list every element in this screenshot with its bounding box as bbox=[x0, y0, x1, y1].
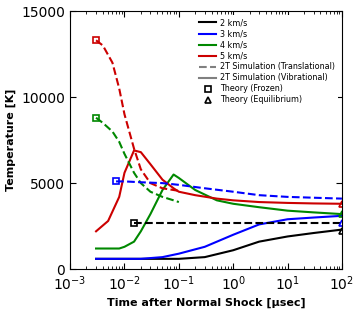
X-axis label: Time after Normal Shock [μsec]: Time after Normal Shock [μsec] bbox=[107, 298, 305, 308]
Legend: 2 km/s, 3 km/s, 4 km/s, 5 km/s, 2T Simulation (Translational), 2T Simulation (Vi: 2 km/s, 3 km/s, 4 km/s, 5 km/s, 2T Simul… bbox=[195, 15, 338, 108]
Y-axis label: Temperature [K]: Temperature [K] bbox=[5, 89, 16, 191]
